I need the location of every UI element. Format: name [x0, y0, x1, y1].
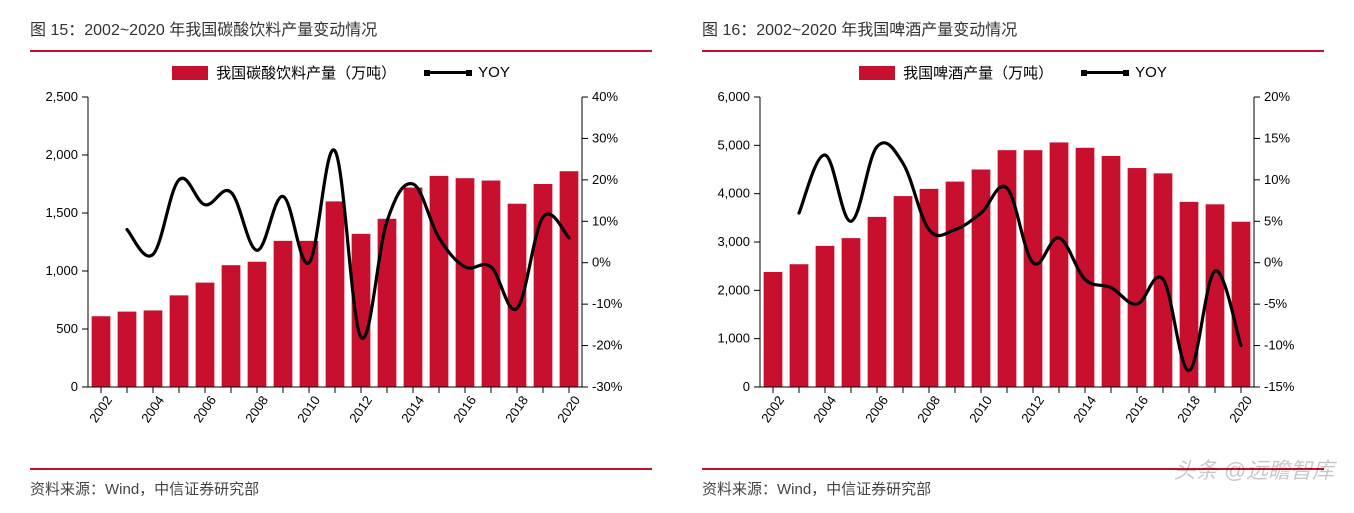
- svg-text:20%: 20%: [1264, 91, 1290, 104]
- line-swatch-icon: [426, 71, 470, 74]
- bar-swatch-icon: [859, 66, 895, 80]
- legend-bar-item: 我国碳酸饮料产量（万吨）: [172, 62, 396, 83]
- svg-text:0: 0: [71, 379, 78, 394]
- svg-text:6,000: 6,000: [717, 91, 750, 104]
- line-swatch-icon: [1083, 71, 1127, 74]
- svg-text:-10%: -10%: [1264, 338, 1295, 353]
- bar-swatch-icon: [172, 66, 208, 80]
- source-right: 资料来源：Wind，中信证券研究部: [702, 468, 1324, 503]
- chart-title-right: 图 16：2002~2020 年我国啤酒产量变动情况: [702, 10, 1324, 52]
- svg-text:2014: 2014: [398, 393, 427, 425]
- svg-text:2008: 2008: [242, 393, 271, 425]
- chart-area-left: 我国碳酸饮料产量（万吨） YOY 0 500 1,000 1,500 2,000 2,50…: [30, 52, 652, 468]
- svg-text:20%: 20%: [592, 172, 618, 187]
- svg-text:-30%: -30%: [592, 379, 623, 394]
- svg-text:1,500: 1,500: [45, 205, 78, 220]
- svg-text:2,000: 2,000: [717, 282, 750, 297]
- svg-text:2020: 2020: [554, 393, 583, 425]
- svg-text:2016: 2016: [450, 393, 479, 425]
- svg-text:2004: 2004: [138, 393, 167, 425]
- svg-text:-20%: -20%: [592, 338, 623, 353]
- svg-text:40%: 40%: [592, 91, 618, 104]
- svg-text:-10%: -10%: [592, 296, 623, 311]
- combo-chart-left: 0 500 1,000 1,500 2,000 2,500 -30% -20% -10% 0% 10…: [30, 91, 640, 451]
- legend-bar-label: 我国碳酸饮料产量（万吨）: [216, 62, 396, 83]
- chart-area-right: 我国啤酒产量（万吨） YOY 0 1,000 2,000 3,000 4,000 5,00…: [702, 52, 1324, 468]
- svg-text:2008: 2008: [914, 393, 943, 425]
- svg-text:2012: 2012: [346, 393, 375, 425]
- svg-text:-15%: -15%: [1264, 379, 1295, 394]
- legend-bar-label: 我国啤酒产量（万吨）: [903, 62, 1053, 83]
- legend-line-label: YOY: [1135, 64, 1167, 81]
- svg-text:2002: 2002: [758, 393, 787, 425]
- svg-text:0%: 0%: [1264, 255, 1283, 270]
- svg-text:5,000: 5,000: [717, 137, 750, 152]
- svg-text:2018: 2018: [502, 393, 531, 425]
- svg-text:0%: 0%: [592, 255, 611, 270]
- legend-right: 我国啤酒产量（万吨） YOY: [702, 62, 1324, 83]
- svg-text:30%: 30%: [592, 130, 618, 145]
- legend-left: 我国碳酸饮料产量（万吨） YOY: [30, 62, 652, 83]
- svg-text:2006: 2006: [862, 393, 891, 425]
- svg-text:0: 0: [743, 379, 750, 394]
- svg-text:4,000: 4,000: [717, 186, 750, 201]
- svg-text:2020: 2020: [1226, 393, 1255, 425]
- svg-text:2004: 2004: [810, 393, 839, 425]
- right-panel: 图 16：2002~2020 年我国啤酒产量变动情况 我国啤酒产量（万吨） YO…: [702, 10, 1324, 503]
- svg-text:2,500: 2,500: [45, 91, 78, 104]
- svg-text:1,000: 1,000: [717, 331, 750, 346]
- svg-text:2018: 2018: [1174, 393, 1203, 425]
- svg-text:500: 500: [56, 321, 78, 336]
- svg-text:2014: 2014: [1070, 393, 1099, 425]
- svg-text:15%: 15%: [1264, 130, 1290, 145]
- svg-text:2002: 2002: [86, 393, 115, 425]
- legend-line-item: YOY: [1083, 64, 1167, 81]
- left-panel: 图 15：2002~2020 年我国碳酸饮料产量变动情况 我国碳酸饮料产量（万吨…: [30, 10, 652, 503]
- svg-text:10%: 10%: [592, 213, 618, 228]
- legend-line-item: YOY: [426, 64, 510, 81]
- svg-text:3,000: 3,000: [717, 234, 750, 249]
- svg-text:-5%: -5%: [1264, 296, 1288, 311]
- svg-text:2016: 2016: [1122, 393, 1151, 425]
- combo-chart-right: 0 1,000 2,000 3,000 4,000 5,000 6,000 -15% -10% -…: [702, 91, 1312, 451]
- svg-text:2012: 2012: [1018, 393, 1047, 425]
- chart-title-left: 图 15：2002~2020 年我国碳酸饮料产量变动情况: [30, 10, 652, 52]
- svg-text:2010: 2010: [966, 393, 995, 425]
- svg-text:10%: 10%: [1264, 172, 1290, 187]
- svg-text:2010: 2010: [294, 393, 323, 425]
- svg-text:1,000: 1,000: [45, 263, 78, 278]
- source-left: 资料来源：Wind，中信证券研究部: [30, 468, 652, 503]
- svg-text:2,000: 2,000: [45, 147, 78, 162]
- legend-line-label: YOY: [478, 64, 510, 81]
- legend-bar-item: 我国啤酒产量（万吨）: [859, 62, 1053, 83]
- svg-text:2006: 2006: [190, 393, 219, 425]
- svg-text:5%: 5%: [1264, 213, 1283, 228]
